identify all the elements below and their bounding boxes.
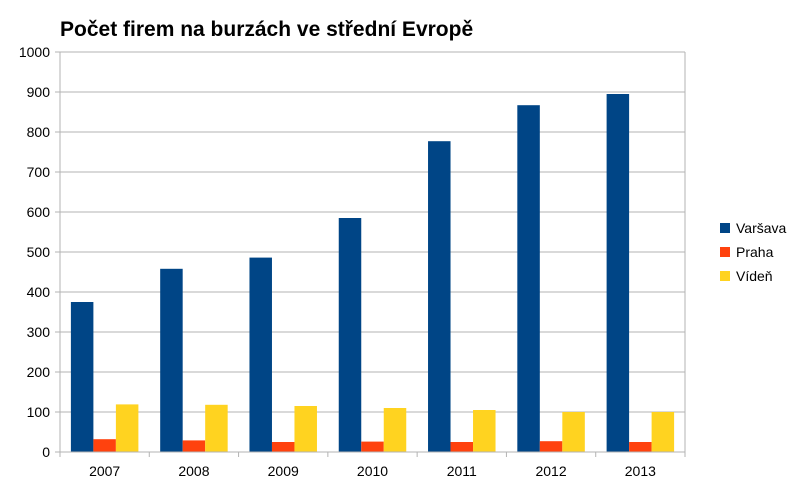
chart-title: Počet firem na burzách ve střední Evropě (60, 18, 473, 41)
y-tick-label: 100 (27, 404, 51, 420)
legend-swatch (720, 271, 730, 281)
bar-2012-series-1 (517, 105, 540, 452)
legend-label: Vídeň (736, 268, 773, 284)
legend-swatch (720, 247, 730, 257)
bar-2007-series-2 (93, 439, 116, 452)
y-tick-label: 0 (42, 444, 50, 460)
bar-2008-series-2 (182, 440, 206, 452)
bar-2009-series-2 (271, 442, 295, 452)
bar-2010-series-1 (338, 218, 362, 452)
bars (70, 94, 675, 452)
bar-2011-series-2 (450, 442, 474, 452)
legend-label: Praha (736, 244, 774, 260)
y-tick-label: 200 (27, 364, 51, 380)
y-tick-label: 600 (27, 204, 51, 220)
x-tick-label: 2012 (535, 463, 566, 479)
bar-2012-series-2 (539, 441, 563, 452)
y-tick-label: 400 (27, 284, 51, 300)
bar-2013-series-1 (606, 94, 630, 452)
bar-2011-series-3 (473, 410, 496, 452)
bar-2010-series-3 (383, 408, 407, 452)
y-tick-label: 900 (27, 84, 51, 100)
x-axis-tick-labels: 2007 2008 2009 2010 2011 2012 2013 (89, 463, 656, 479)
bar-2009-series-3 (294, 406, 317, 452)
bar-2008-series-3 (205, 404, 228, 452)
gridlines (60, 51, 685, 453)
y-tick-label: 500 (27, 244, 51, 260)
legend-label: Varšava (736, 220, 787, 236)
bar-2010-series-2 (361, 441, 384, 452)
x-tick-label: 2008 (178, 463, 209, 479)
y-tick-label: 300 (27, 324, 51, 340)
y-tick-label: 800 (27, 124, 51, 140)
legend-swatch (720, 223, 730, 233)
x-tick-label: 2007 (89, 463, 120, 479)
bar-2011-series-1 (428, 141, 451, 452)
bar-2013-series-3 (651, 412, 675, 452)
bar-2013-series-2 (629, 442, 652, 452)
bar-2007-series-1 (70, 302, 94, 452)
x-tick-label: 2009 (268, 463, 299, 479)
y-tick-label: 700 (27, 164, 51, 180)
x-tick-label: 2010 (357, 463, 388, 479)
y-axis-tick-labels: 0 100 200 300 400 500 600 700 800 900 1000 (19, 44, 50, 460)
axes (55, 51, 686, 457)
x-tick-label: 2011 (447, 463, 477, 479)
y-tick-label: 1000 (19, 44, 50, 60)
bar-2008-series-1 (160, 268, 183, 452)
legend: Varšava Praha Vídeň (720, 220, 787, 284)
bar-2009-series-1 (249, 257, 272, 452)
bar-2012-series-3 (562, 412, 585, 452)
x-tick-label: 2013 (625, 463, 656, 479)
bar-2007-series-3 (115, 404, 139, 452)
